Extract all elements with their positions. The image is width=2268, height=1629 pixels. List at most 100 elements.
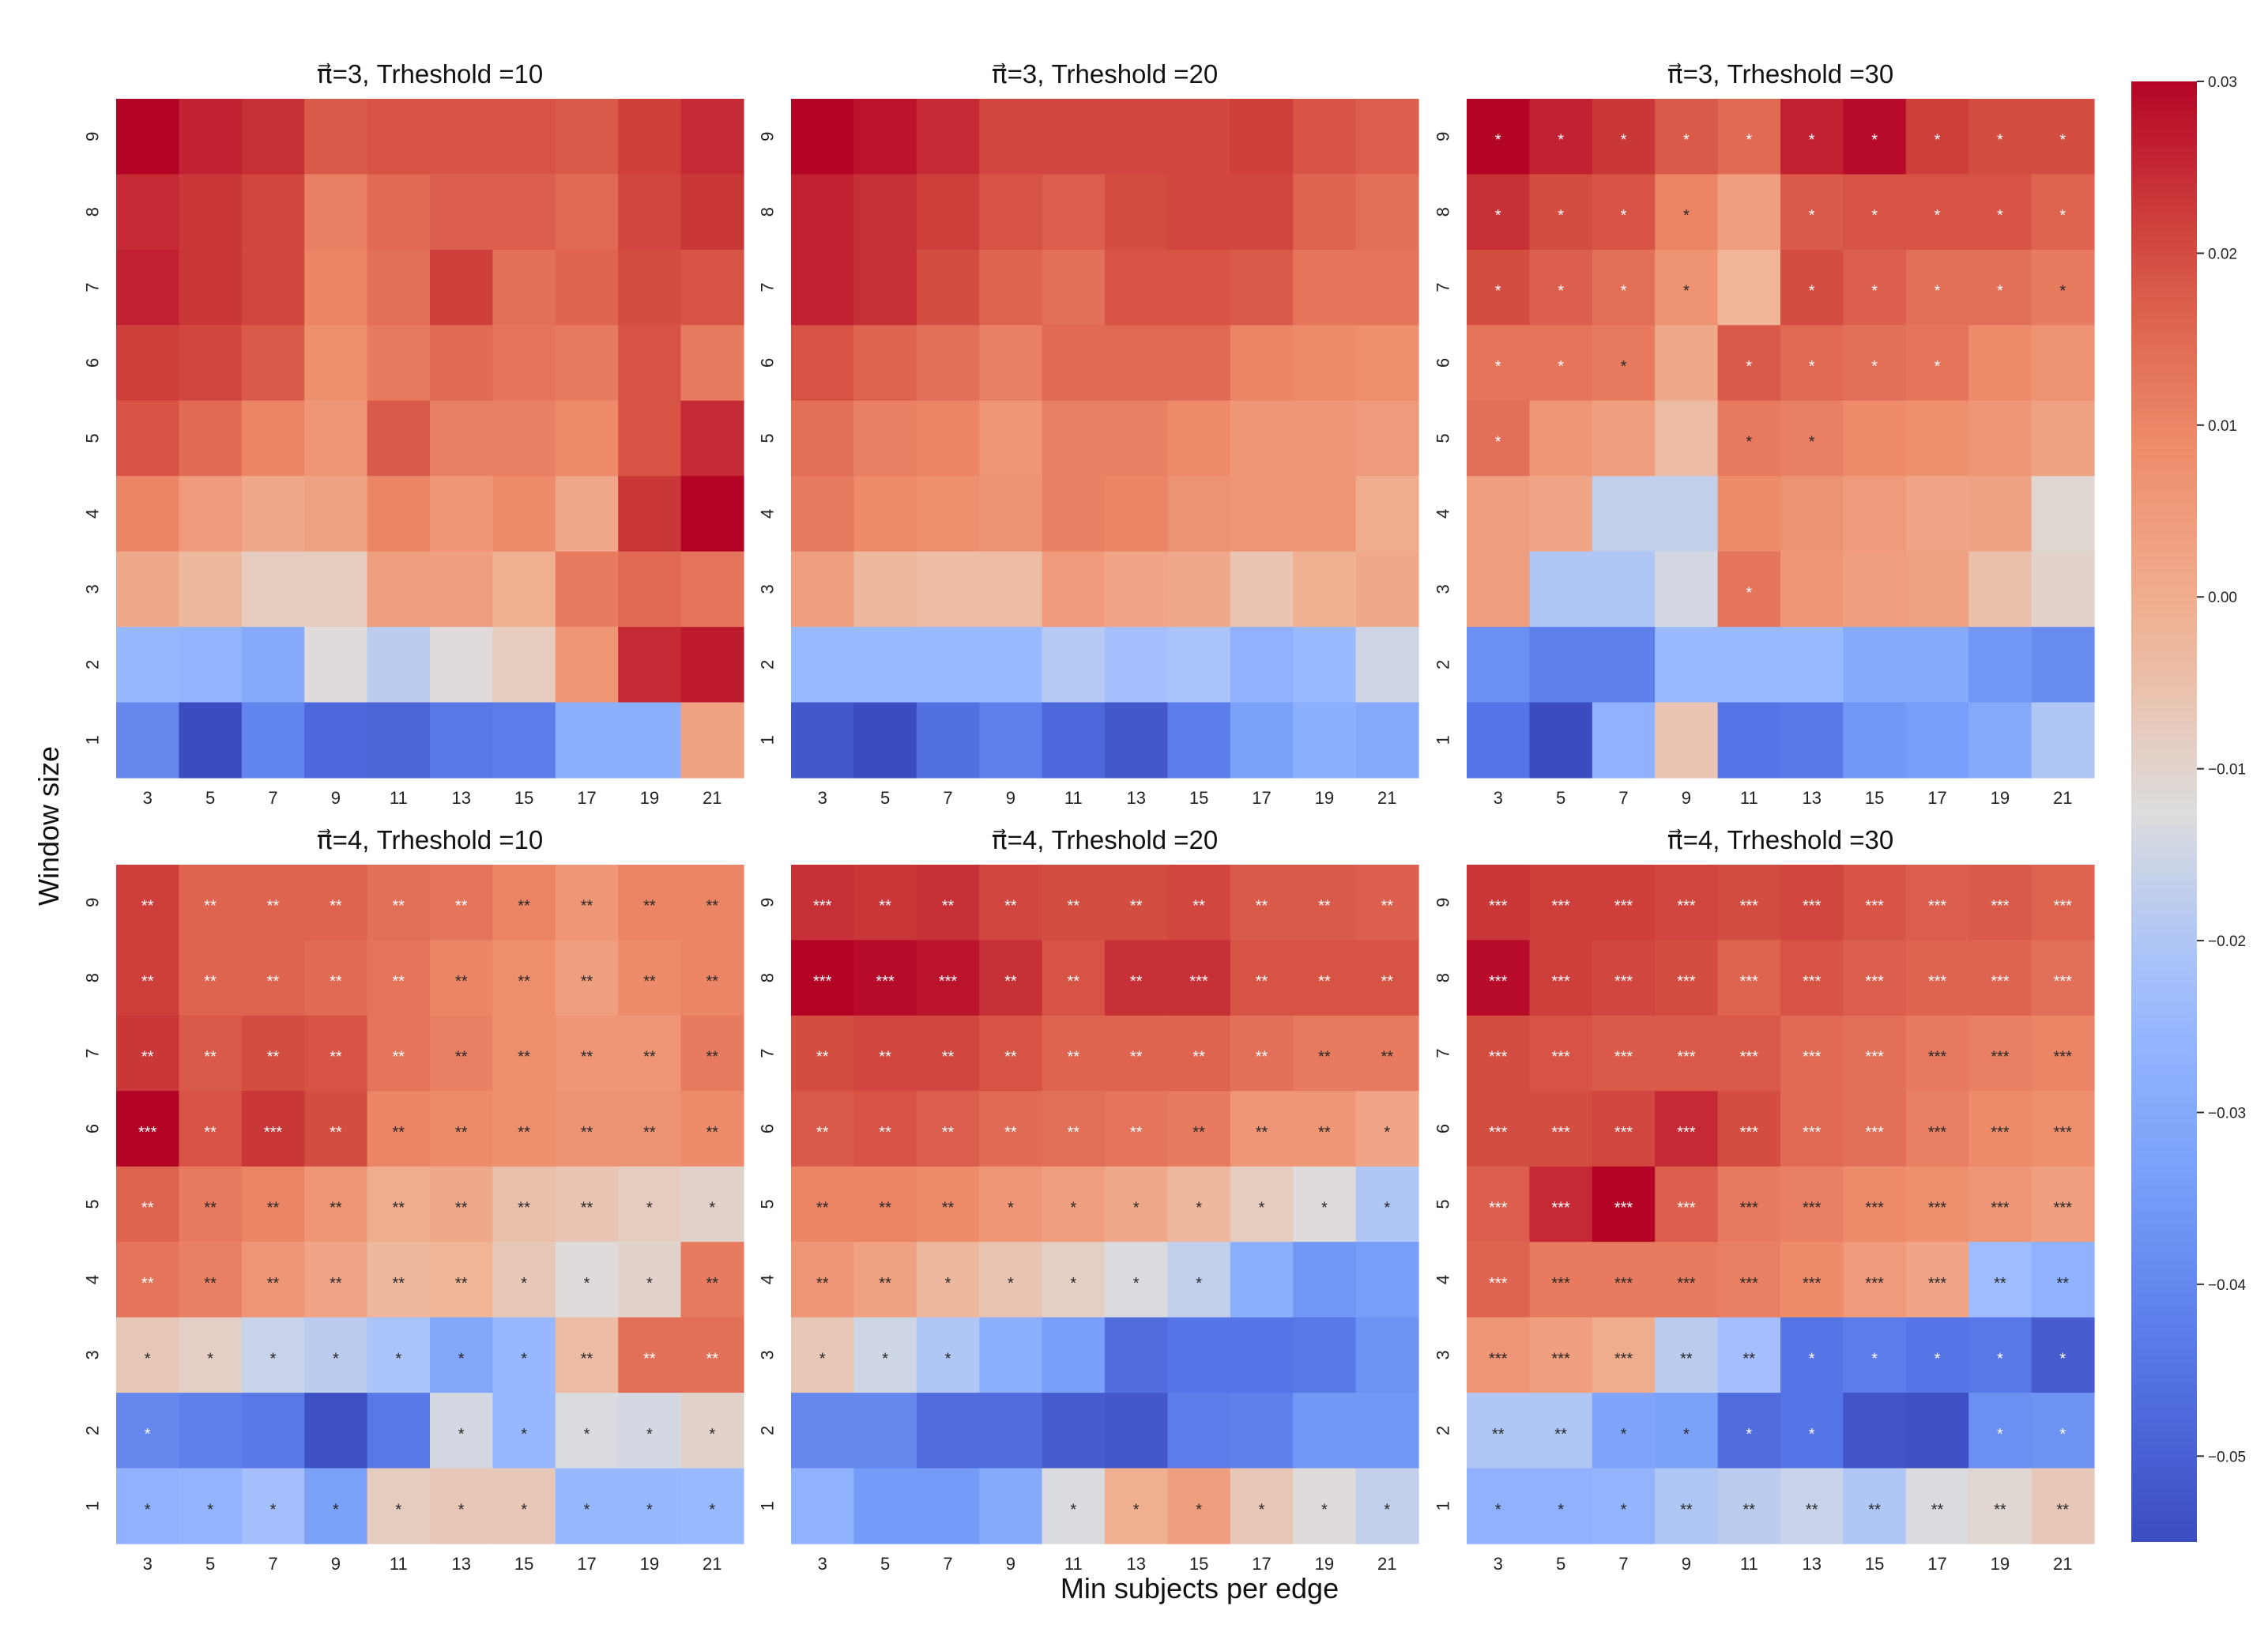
heatmap-cell <box>304 1166 368 1242</box>
significance-label: *** <box>2054 973 2073 990</box>
heatmap-cell <box>1905 1242 1969 1318</box>
significance-label: *** <box>2054 898 2073 915</box>
heatmap-cell <box>1293 174 1357 251</box>
significance-label: * <box>1621 207 1627 224</box>
heatmap-cell <box>2031 325 2095 402</box>
heatmap-cell <box>1230 99 1294 175</box>
heatmap-cell <box>1717 174 1781 251</box>
significance-label: *** <box>1677 973 1696 990</box>
significance-label: *** <box>1991 1049 2010 1066</box>
significance-label: * <box>1621 1426 1627 1443</box>
significance-label: ** <box>1743 1501 1756 1518</box>
heatmap-cell <box>1780 476 1844 552</box>
heatmap-cell <box>1042 1393 1106 1469</box>
significance-label: ** <box>1068 973 1080 990</box>
heatmap-cell <box>791 1317 854 1393</box>
heatmap-cell <box>1780 1468 1844 1544</box>
x-tick-label: 11 <box>390 788 408 808</box>
heatmap-cell <box>116 1317 179 1393</box>
heatmap-cell <box>1592 1166 1656 1242</box>
heatmap-cell <box>1105 627 1168 703</box>
x-tick-label: 11 <box>1064 1554 1083 1574</box>
heatmap-cell <box>555 865 619 941</box>
heatmap-cell <box>1780 325 1844 402</box>
x-tick-label: 19 <box>1315 788 1334 808</box>
heatmap-cell <box>1717 476 1781 552</box>
significance-label: ** <box>330 1275 342 1292</box>
significance-label: ** <box>267 1200 280 1217</box>
y-tick-label: 2 <box>1434 1426 1453 1435</box>
heatmap-cell <box>618 865 682 941</box>
heatmap-cell <box>1655 1317 1719 1393</box>
significance-label: ** <box>1130 973 1143 990</box>
heatmap-cell <box>367 400 431 477</box>
heatmap-cell <box>1780 551 1844 628</box>
heatmap-cell <box>241 1015 305 1092</box>
heatmap-cell <box>1167 325 1231 402</box>
heatmap-cell <box>979 940 1043 1016</box>
heatmap-cell <box>1467 1468 1530 1544</box>
y-tick-label: 6 <box>82 358 102 368</box>
y-tick-label: 3 <box>82 584 102 594</box>
significance-label: * <box>646 1426 653 1443</box>
heatmap-cell <box>116 174 179 251</box>
significance-label: ** <box>455 1200 468 1217</box>
heatmap-cell <box>1042 99 1106 175</box>
heatmap-cell <box>1780 249 1844 326</box>
heatmap-cell <box>367 99 431 175</box>
significance-label: * <box>145 1501 151 1518</box>
significance-label: * <box>709 1501 715 1518</box>
significance-label: ** <box>2057 1501 2070 1518</box>
significance-label: *** <box>1991 1200 2010 1217</box>
heatmap-cell <box>2031 99 2095 175</box>
heatmap-cell <box>1167 1015 1231 1092</box>
heatmap-cell <box>492 1242 556 1318</box>
y-tick-label: 4 <box>758 1275 778 1284</box>
heatmap-cell <box>916 627 980 703</box>
heatmap-cell <box>1529 174 1593 251</box>
y-tick-label: 3 <box>1433 1350 1452 1359</box>
heatmap-cell <box>116 1242 179 1318</box>
significance-label: *** <box>1614 1350 1633 1367</box>
y-tick-label: 9 <box>83 898 103 907</box>
significance-label: *** <box>1865 1049 1884 1066</box>
heatmap-cell <box>979 1242 1043 1318</box>
heatmap-cell <box>367 1468 431 1544</box>
heatmap-cell <box>680 551 744 628</box>
heatmap-cell <box>1105 400 1168 477</box>
y-tick-label: 8 <box>757 973 777 982</box>
heatmap-cell <box>618 551 682 628</box>
heatmap-cell <box>1968 325 2033 402</box>
heatmap-cell <box>1717 1015 1781 1092</box>
heatmap-cell <box>1717 1393 1781 1469</box>
heatmap-cell <box>1230 1166 1294 1242</box>
heatmap-cell <box>367 1242 431 1318</box>
heatmap-cell <box>555 400 619 477</box>
significance-label: * <box>1871 283 1878 300</box>
significance-label: * <box>646 1275 653 1292</box>
heatmap-cell <box>1655 1468 1719 1544</box>
significance-label: * <box>945 1275 951 1292</box>
heatmap-cell <box>1355 865 1419 941</box>
heatmap-cell <box>367 1317 431 1393</box>
heatmap-cell <box>1355 1242 1419 1318</box>
heatmap-panel-5: π⃗=4, Trheshold =20*** ** ** ** ** ** ** ** ** **… <box>757 825 1419 1574</box>
panel-title: π⃗=4, Trheshold =30 <box>1667 825 1894 854</box>
heatmap-cell <box>1167 627 1231 703</box>
heatmap-panel-2: π⃗=3, Trheshold =203 5 7 9 11 13 15 17 19 2198765… <box>757 59 1419 808</box>
heatmap-cell <box>304 1317 368 1393</box>
heatmap-cell <box>979 1393 1043 1469</box>
heatmap-cell <box>1905 400 1969 477</box>
significance-label: *** <box>876 973 895 990</box>
heatmap-cell <box>916 551 980 628</box>
y-tick-label: 9 <box>1434 898 1453 907</box>
heatmap-cell <box>1968 940 2033 1016</box>
x-tick-label: 5 <box>880 788 890 808</box>
y-tick-label: 1 <box>757 1501 777 1510</box>
heatmap-cell <box>1905 1015 1969 1092</box>
heatmap-cell <box>1167 99 1231 175</box>
significance-label: ** <box>518 1049 530 1066</box>
significance-label: *** <box>1551 1350 1570 1367</box>
significance-label: *** <box>1991 973 2010 990</box>
heatmap-cell <box>492 174 556 251</box>
